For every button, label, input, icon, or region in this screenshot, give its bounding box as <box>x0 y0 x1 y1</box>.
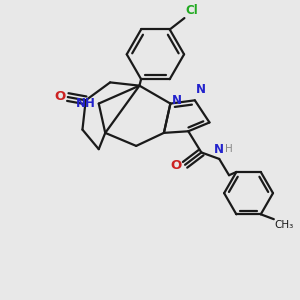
Text: H: H <box>225 144 233 154</box>
Text: Cl: Cl <box>185 4 198 17</box>
Text: CH₃: CH₃ <box>275 220 294 230</box>
Text: O: O <box>54 90 65 103</box>
Text: N: N <box>196 83 206 96</box>
Text: O: O <box>170 159 182 172</box>
Text: N: N <box>172 94 182 107</box>
Text: NH: NH <box>76 97 95 110</box>
Text: N: N <box>214 143 224 156</box>
